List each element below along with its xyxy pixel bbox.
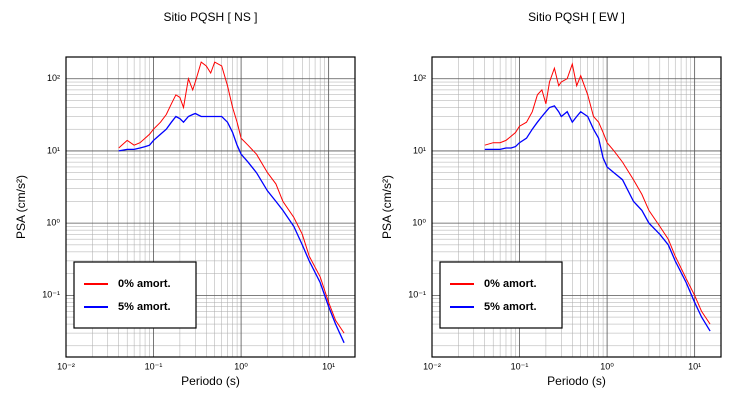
- x-tick-label: 10⁰: [600, 361, 614, 371]
- y-tick-label: 10²: [47, 73, 60, 83]
- y-tick-label: 10²: [413, 73, 426, 83]
- x-tick-label: 10⁻¹: [511, 361, 529, 371]
- y-axis-label: PSA (cm/s²): [14, 175, 28, 239]
- x-tick-label: 10¹: [688, 361, 701, 371]
- series-line: [118, 112, 345, 344]
- x-tick-label: 10⁻²: [57, 361, 75, 371]
- series-line: [484, 105, 711, 332]
- plot-frame: [65, 56, 356, 358]
- y-tick-label: 10¹: [47, 145, 60, 155]
- chart: Sitio PQSH [ EW ] Periodo (s) PSA (cm/s²) 1…: [380, 10, 722, 388]
- y-tick-label: 10⁻¹: [42, 290, 60, 300]
- chart: Sitio PQSH [ NS ] Periodo (s) PSA (cm/s²) 1…: [14, 10, 356, 388]
- legend-label: 5% amort.: [484, 301, 537, 313]
- legend-label: 5% amort.: [118, 301, 171, 313]
- series-line: [118, 61, 345, 334]
- chart-title: Sitio PQSH [ EW ]: [528, 10, 625, 24]
- y-tick-label: 10¹: [413, 145, 426, 155]
- legend-label: 0% amort.: [484, 278, 537, 290]
- y-tick-label: 10⁰: [46, 218, 60, 228]
- y-axis-label: PSA (cm/s²): [380, 175, 394, 239]
- x-axis-label: Periodo (s): [547, 374, 606, 388]
- series-line: [484, 62, 711, 325]
- x-tick-label: 10¹: [322, 361, 335, 371]
- x-tick-label: 10⁻²: [423, 361, 441, 371]
- legend-box: [439, 261, 563, 329]
- chart-title: Sitio PQSH [ NS ]: [163, 10, 257, 24]
- legend-label: 0% amort.: [118, 278, 171, 290]
- y-tick-label: 10⁻¹: [408, 290, 426, 300]
- y-tick-label: 10⁰: [412, 218, 426, 228]
- plot-frame: [431, 56, 722, 358]
- legend-box: [73, 261, 197, 329]
- x-tick-label: 10⁰: [234, 361, 248, 371]
- x-tick-label: 10⁻¹: [145, 361, 163, 371]
- x-axis-label: Periodo (s): [181, 374, 240, 388]
